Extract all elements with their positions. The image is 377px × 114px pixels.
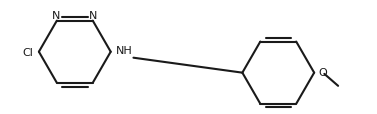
Text: NH: NH (115, 45, 132, 55)
Text: N: N (89, 11, 98, 21)
Text: O: O (318, 67, 327, 77)
Text: Cl: Cl (22, 47, 33, 57)
Text: N: N (52, 11, 60, 21)
